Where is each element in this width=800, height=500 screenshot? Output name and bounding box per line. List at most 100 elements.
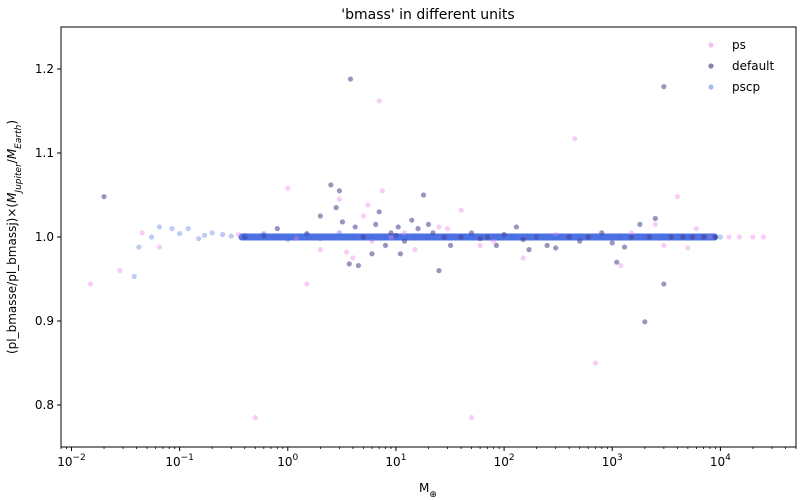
point-default	[401, 238, 408, 244]
point-default	[661, 281, 667, 287]
x-tick-label-exp: 1	[401, 453, 407, 463]
point-default	[712, 234, 719, 240]
point-default	[468, 230, 475, 236]
point-default	[261, 232, 267, 238]
point-pscp	[393, 234, 399, 240]
point-pscp	[553, 234, 559, 240]
point-ps	[760, 234, 767, 240]
y-axis-title-m2: M	[5, 148, 19, 159]
point-pscp	[425, 234, 432, 240]
point-ps	[412, 247, 418, 253]
x-tick-label-base: 10	[277, 455, 292, 469]
point-pscp	[412, 235, 418, 241]
x-tick-label-exp: 4	[725, 453, 731, 463]
point-default	[513, 224, 520, 230]
point-default	[360, 234, 366, 240]
point-pscp	[599, 234, 605, 240]
point-pscp	[336, 230, 342, 236]
point-default	[369, 251, 375, 257]
point-ps	[674, 194, 680, 200]
point-pscp	[148, 234, 155, 240]
point-ps	[87, 281, 94, 287]
x-tick-label-exp: −1	[181, 453, 194, 463]
point-pscp	[177, 231, 183, 237]
y-tick-label-2: 1.0	[35, 230, 54, 244]
point-ps	[693, 226, 700, 232]
point-ps	[365, 202, 371, 208]
point-default	[397, 251, 404, 257]
point-pscp	[201, 232, 208, 238]
point-default	[430, 230, 436, 236]
point-ps	[707, 234, 713, 240]
x-tick-label-base: 10	[494, 455, 509, 469]
point-ps	[388, 234, 394, 240]
x-tick-label-5: 103	[602, 453, 623, 469]
point-default	[317, 213, 323, 219]
point-default	[577, 238, 583, 244]
series-default	[101, 76, 719, 325]
point-pscp	[304, 231, 310, 238]
point-pscp	[274, 234, 280, 240]
point-default	[661, 84, 667, 90]
point-default	[501, 231, 507, 238]
point-default	[668, 234, 674, 240]
point-default	[646, 234, 652, 240]
point-default	[689, 234, 695, 240]
point-default	[388, 230, 394, 236]
point-default	[409, 217, 415, 223]
y-axis: 0.8 0.9 1.0 1.1 1.2	[35, 62, 61, 412]
x-tick-label-base: 10	[710, 455, 725, 469]
x-axis-title: M⊕	[419, 481, 437, 500]
point-default	[346, 261, 352, 267]
point-pscp	[196, 236, 202, 242]
point-ps	[458, 207, 464, 213]
point-ps	[652, 221, 658, 227]
point-default	[447, 242, 454, 248]
point-pscp	[382, 234, 389, 240]
point-ps	[436, 224, 442, 230]
point-ps	[572, 136, 578, 142]
point-default	[415, 226, 421, 232]
legend-marker-pscp	[708, 84, 714, 90]
point-default	[544, 242, 550, 248]
point-pscp	[661, 234, 667, 240]
point-default	[425, 221, 432, 227]
y-axis-title-s1: Jupiter	[14, 162, 24, 195]
point-default	[458, 234, 464, 240]
x-tick-label-base: 10	[165, 455, 180, 469]
point-ps	[750, 234, 756, 240]
legend: ps default pscp	[708, 38, 775, 94]
point-default	[376, 209, 382, 215]
point-ps	[685, 245, 691, 251]
point-default	[242, 234, 248, 240]
x-tick-label-base: 10	[602, 455, 617, 469]
point-ps	[618, 262, 624, 269]
x-tick-label-4: 102	[494, 453, 515, 469]
point-default	[333, 205, 339, 211]
point-default	[436, 268, 442, 274]
point-pscp	[156, 224, 163, 230]
point-default	[599, 230, 605, 236]
x-tick-label-1: 10−1	[165, 453, 194, 469]
point-default	[352, 224, 358, 230]
point-default	[347, 76, 354, 82]
point-default	[642, 319, 648, 325]
x-axis-title-sub: ⊕	[429, 490, 437, 500]
x-tick-label-6: 104	[710, 453, 731, 469]
point-ps	[369, 238, 375, 244]
point-default	[526, 247, 532, 253]
plot-area	[87, 76, 767, 421]
point-default	[395, 224, 401, 230]
y-axis-title-main: (pl_bmasse/pl_bmassj)×(	[5, 203, 19, 354]
point-default	[355, 262, 362, 269]
point-default	[477, 236, 483, 242]
point-ps	[350, 255, 356, 261]
point-pscp	[707, 234, 713, 240]
point-ps	[376, 98, 382, 104]
point-default	[393, 232, 399, 238]
point-pscp	[717, 234, 724, 240]
x-tick-label-base: 10	[57, 455, 72, 469]
point-default	[680, 234, 686, 240]
point-default	[701, 234, 707, 240]
